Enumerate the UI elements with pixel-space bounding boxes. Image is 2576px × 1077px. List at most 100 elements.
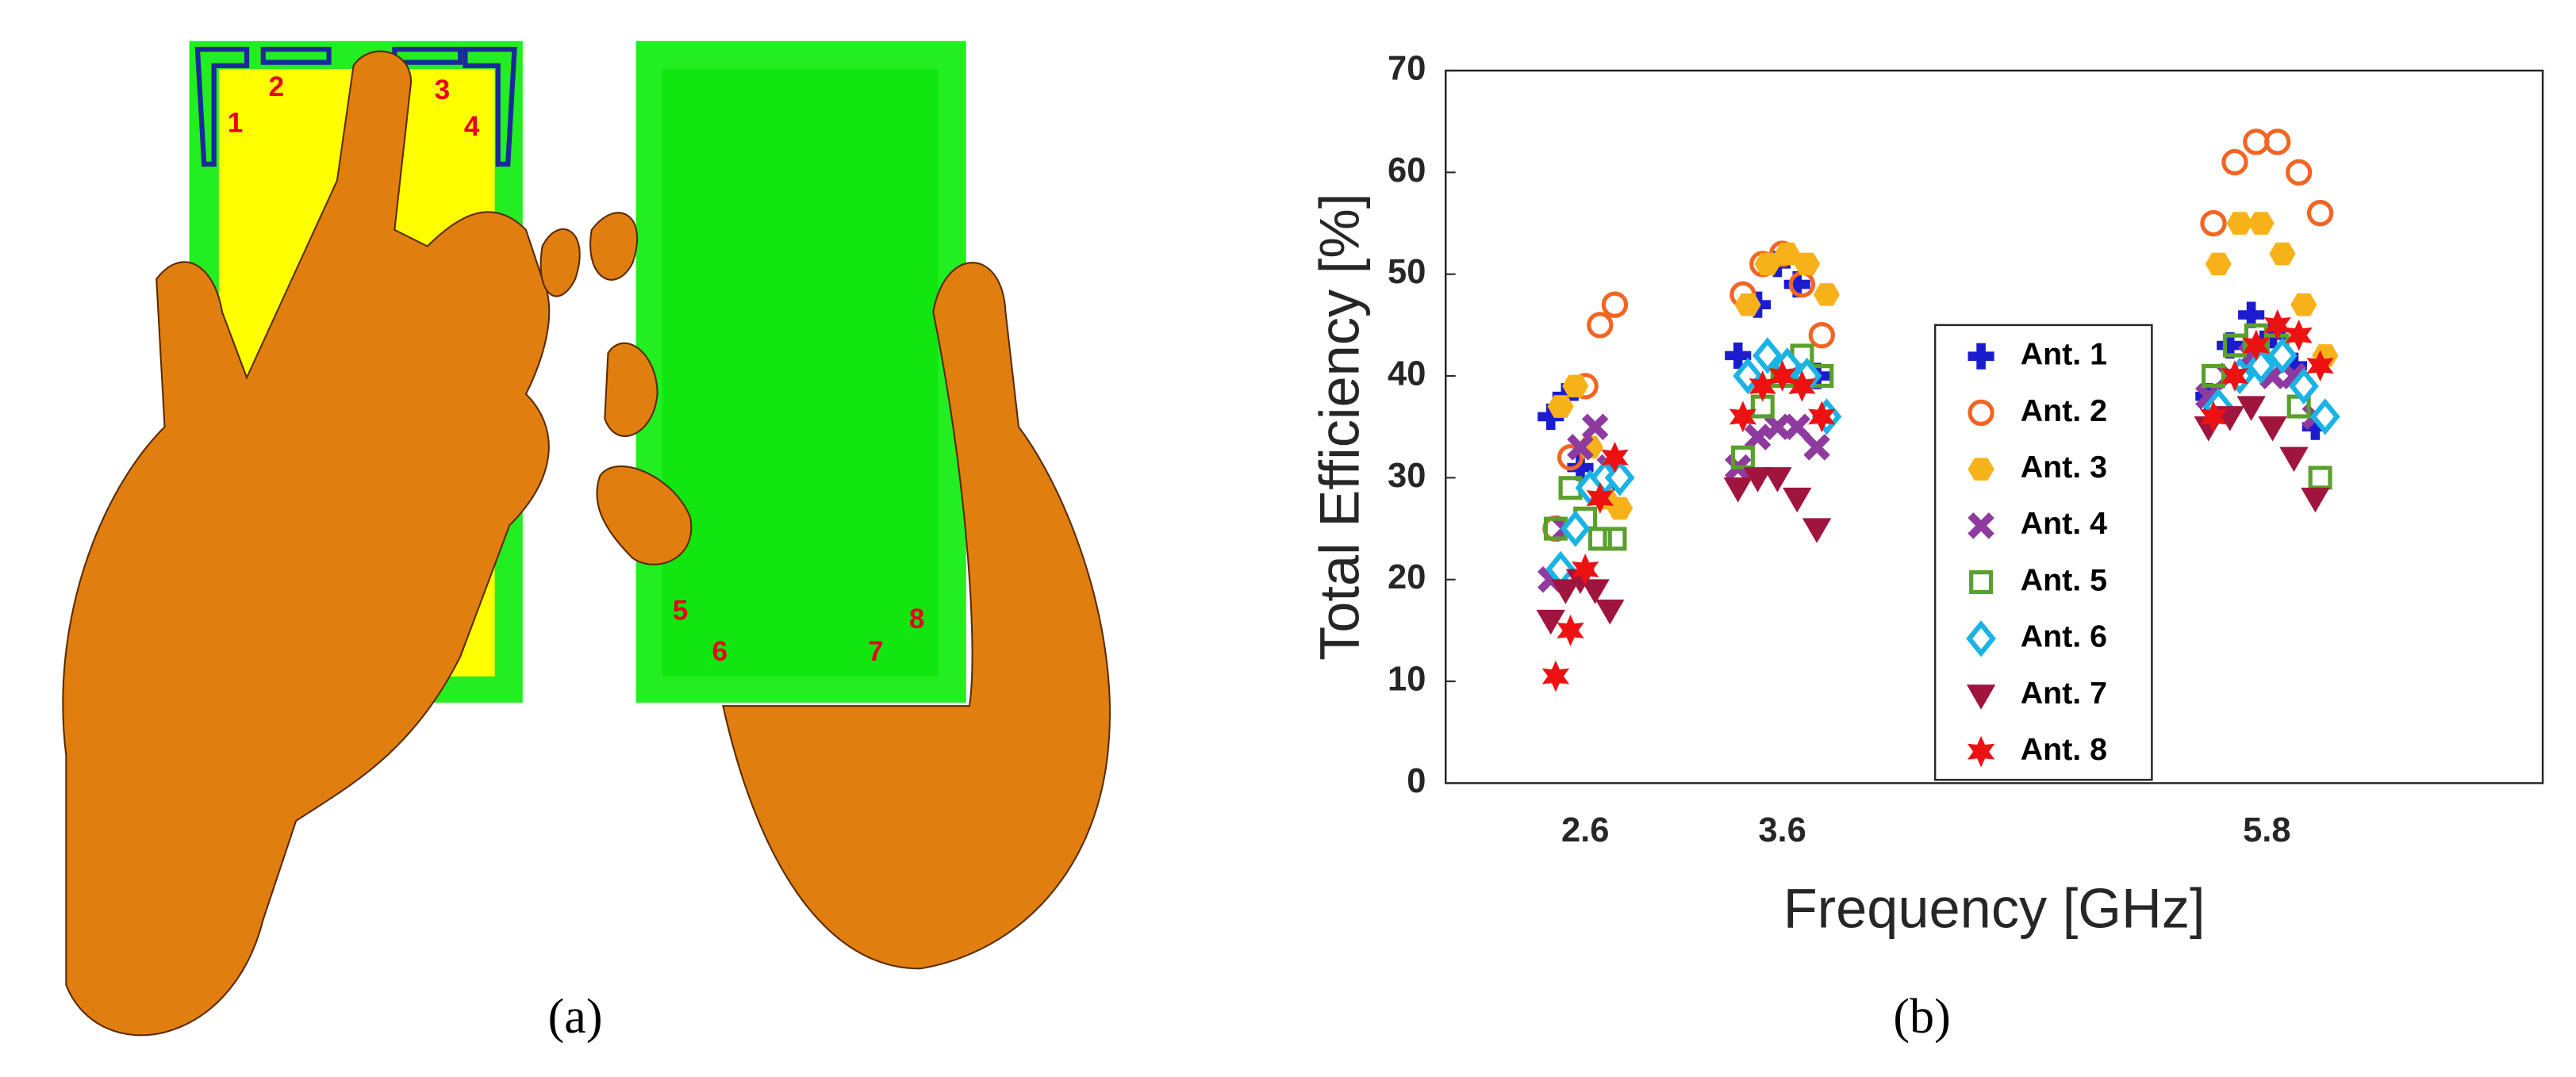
legend-label: Ant. 7 bbox=[2021, 676, 2107, 711]
antenna-label: 8 bbox=[909, 604, 925, 634]
y-tick-label: 40 bbox=[1388, 355, 1426, 393]
marker-diamond bbox=[2309, 398, 2340, 435]
marker-triangle bbox=[1723, 477, 1753, 503]
marker-circle bbox=[1557, 444, 1584, 471]
marker-circle bbox=[2306, 200, 2334, 227]
marker-circle bbox=[2221, 148, 2248, 176]
marker-triangle bbox=[2258, 416, 2287, 442]
marker-star bbox=[2242, 329, 2271, 362]
marker-star bbox=[1749, 370, 1776, 402]
marker-star bbox=[1729, 401, 1757, 433]
y-tick-label: 60 bbox=[1388, 151, 1426, 190]
marker-hexagon bbox=[2248, 212, 2275, 235]
marker-x bbox=[1803, 434, 1830, 461]
marker-star bbox=[2221, 360, 2249, 392]
antenna-label: 2 bbox=[269, 71, 285, 102]
marker-star bbox=[1601, 441, 1629, 473]
marker-star bbox=[2263, 309, 2291, 341]
marker-plus bbox=[1725, 342, 1752, 369]
legend-marker bbox=[1969, 570, 1994, 595]
marker-triangle bbox=[1551, 579, 1580, 604]
y-tick-label: 50 bbox=[1388, 253, 1426, 291]
legend-label: Ant. 6 bbox=[2021, 619, 2107, 654]
marker-diamond bbox=[2288, 367, 2319, 405]
y-tick-label: 30 bbox=[1388, 457, 1426, 495]
marker-hexagon bbox=[2205, 252, 2232, 276]
marker-triangle bbox=[2279, 447, 2309, 472]
marker-circle bbox=[1587, 312, 1614, 339]
marker-square bbox=[1587, 527, 1612, 551]
marker-x bbox=[1567, 434, 1594, 461]
marker-star bbox=[1768, 360, 1796, 392]
marker-circle bbox=[1808, 322, 1835, 349]
marker-circle bbox=[1601, 291, 1629, 318]
marker-star bbox=[1557, 615, 1584, 646]
marker-diamond bbox=[2267, 337, 2298, 374]
marker-hexagon bbox=[1774, 242, 1801, 266]
x-tick-label: 5.8 bbox=[2243, 811, 2290, 849]
legend-label: Ant. 3 bbox=[2021, 450, 2107, 485]
legend-marker bbox=[1966, 684, 1996, 710]
marker-square bbox=[1730, 445, 1755, 470]
marker-hexagon bbox=[2269, 242, 2296, 266]
phone-right-screen bbox=[662, 68, 939, 676]
hands bbox=[62, 50, 1111, 1037]
y-axis-label: Total Efficiency [%] bbox=[1307, 194, 1370, 661]
antenna-label: 4 bbox=[464, 111, 480, 142]
marker-triangle bbox=[1783, 487, 1812, 513]
antenna-label: 5 bbox=[673, 595, 689, 626]
legend-label: Ant. 4 bbox=[2021, 506, 2107, 541]
y-tick-label: 10 bbox=[1388, 661, 1426, 699]
marker-diamond bbox=[2246, 347, 2276, 385]
marker-hexagon bbox=[1734, 293, 1761, 316]
marker-triangle bbox=[2301, 487, 2330, 513]
marker-hexagon bbox=[1607, 496, 1634, 520]
marker-star bbox=[1808, 401, 1836, 433]
panel-caption: (a) bbox=[548, 990, 603, 1044]
legend-label: Ant. 2 bbox=[2021, 393, 2107, 428]
marker-triangle bbox=[1763, 467, 1792, 493]
legend-label: Ant. 1 bbox=[2021, 337, 2107, 372]
marker-hexagon bbox=[1813, 283, 1841, 306]
x-axis-label: Frequency [GHz] bbox=[1783, 877, 2206, 940]
marker-x bbox=[1581, 413, 1609, 440]
marker-star bbox=[2306, 350, 2334, 382]
y-tick-label: 0 bbox=[1407, 762, 1426, 800]
marker-star bbox=[1541, 660, 1570, 692]
marker-hexagon bbox=[1562, 374, 1589, 398]
marker-diamond bbox=[1753, 337, 1783, 374]
x-tick-label: 3.6 bbox=[1758, 811, 1806, 849]
marker-triangle bbox=[1595, 600, 1625, 625]
marker-hexagon bbox=[1754, 252, 1781, 276]
legend-box bbox=[1933, 324, 2153, 781]
marker-hexagon bbox=[2290, 293, 2317, 316]
marker-circle bbox=[2200, 209, 2227, 237]
legend-marker bbox=[1968, 512, 1994, 539]
antenna-label: 6 bbox=[712, 636, 727, 667]
marker-hexagon bbox=[1794, 252, 1821, 276]
marker-hexagon bbox=[2226, 212, 2253, 235]
panel-a: 1 2 3 4 5 6 7 8 (a) bbox=[62, 40, 1111, 1044]
series bbox=[1543, 323, 2332, 551]
x-tick-label: 2.6 bbox=[1561, 811, 1609, 849]
marker-square bbox=[1603, 527, 1627, 551]
panel-caption: (b) bbox=[1893, 990, 1950, 1044]
marker-star bbox=[2285, 319, 2313, 351]
marker-triangle bbox=[2236, 396, 2266, 421]
legend-label: Ant. 5 bbox=[2021, 562, 2107, 597]
marker-triangle bbox=[1743, 467, 1772, 493]
marker-diamond bbox=[1560, 510, 1591, 547]
marker-star bbox=[1586, 482, 1614, 514]
antenna-label: 7 bbox=[868, 636, 884, 667]
marker-circle bbox=[2285, 159, 2313, 186]
legend-marker bbox=[1966, 620, 1997, 657]
marker-triangle bbox=[1536, 609, 1565, 635]
legend-label: Ant. 8 bbox=[2021, 732, 2107, 767]
marker-x bbox=[1744, 424, 1772, 450]
legend-marker bbox=[1967, 735, 1995, 768]
y-tick-label: 70 bbox=[1388, 49, 1426, 87]
marker-star bbox=[1572, 554, 1599, 585]
marker-x bbox=[1764, 413, 1791, 440]
